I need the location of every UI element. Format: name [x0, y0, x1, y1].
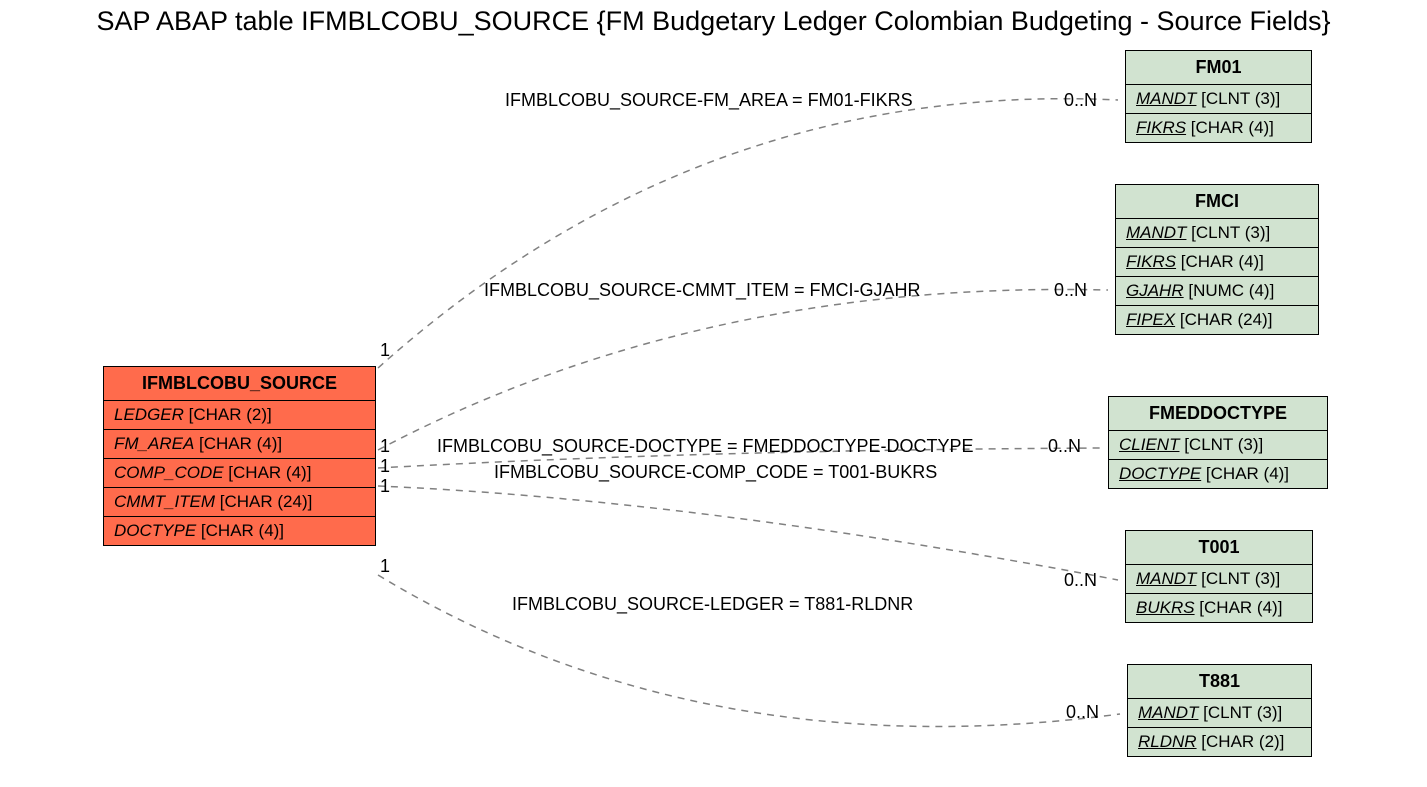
- entity-field: FIKRS [CHAR (4)]: [1126, 114, 1311, 142]
- entity-field: BUKRS [CHAR (4)]: [1126, 594, 1312, 622]
- entity-t881: T881MANDT [CLNT (3)]RLDNR [CHAR (2)]: [1127, 664, 1312, 757]
- cardinality-right: 0..N: [1064, 570, 1097, 591]
- cardinality-right: 0..N: [1054, 280, 1087, 301]
- cardinality-left: 1: [380, 476, 390, 497]
- cardinality-left: 1: [380, 340, 390, 361]
- connector-edge: [378, 289, 1108, 450]
- cardinality-left: 1: [380, 456, 390, 477]
- relation-label: IFMBLCOBU_SOURCE-LEDGER = T881-RLDNR: [512, 594, 913, 615]
- cardinality-left: 1: [380, 556, 390, 577]
- entity-header: T001: [1126, 531, 1312, 565]
- entity-field: MANDT [CLNT (3)]: [1128, 699, 1311, 728]
- entity-field: FM_AREA [CHAR (4)]: [104, 430, 375, 459]
- entity-t001: T001MANDT [CLNT (3)]BUKRS [CHAR (4)]: [1125, 530, 1313, 623]
- cardinality-left: 1: [380, 436, 390, 457]
- entity-header: FMEDDOCTYPE: [1109, 397, 1327, 431]
- connector-edge: [378, 99, 1118, 368]
- entity-header: FMCI: [1116, 185, 1318, 219]
- entity-field: FIPEX [CHAR (24)]: [1116, 306, 1318, 334]
- entity-field: GJAHR [NUMC (4)]: [1116, 277, 1318, 306]
- entity-field: MANDT [CLNT (3)]: [1126, 565, 1312, 594]
- entity-header: T881: [1128, 665, 1311, 699]
- entity-field: RLDNR [CHAR (2)]: [1128, 728, 1311, 756]
- entity-field: COMP_CODE [CHAR (4)]: [104, 459, 375, 488]
- cardinality-right: 0..N: [1064, 90, 1097, 111]
- entity-field: CLIENT [CLNT (3)]: [1109, 431, 1327, 460]
- cardinality-right: 0..N: [1048, 436, 1081, 457]
- entity-fmeddoctype: FMEDDOCTYPECLIENT [CLNT (3)]DOCTYPE [CHA…: [1108, 396, 1328, 489]
- diagram-title: SAP ABAP table IFMBLCOBU_SOURCE {FM Budg…: [0, 6, 1427, 37]
- relation-label: IFMBLCOBU_SOURCE-FM_AREA = FM01-FIKRS: [505, 90, 913, 111]
- entity-field: CMMT_ITEM [CHAR (24)]: [104, 488, 375, 517]
- entity-field: FIKRS [CHAR (4)]: [1116, 248, 1318, 277]
- entity-fmci: FMCIMANDT [CLNT (3)]FIKRS [CHAR (4)]GJAH…: [1115, 184, 1319, 335]
- relation-label: IFMBLCOBU_SOURCE-DOCTYPE = FMEDDOCTYPE-D…: [437, 436, 974, 457]
- entity-field: LEDGER [CHAR (2)]: [104, 401, 375, 430]
- entity-field: DOCTYPE [CHAR (4)]: [104, 517, 375, 545]
- entity-header: FM01: [1126, 51, 1311, 85]
- entity-field: MANDT [CLNT (3)]: [1116, 219, 1318, 248]
- entity-fm01: FM01MANDT [CLNT (3)]FIKRS [CHAR (4)]: [1125, 50, 1312, 143]
- connector-edge: [378, 486, 1118, 580]
- entity-field: DOCTYPE [CHAR (4)]: [1109, 460, 1327, 488]
- relation-label: IFMBLCOBU_SOURCE-COMP_CODE = T001-BUKRS: [494, 462, 937, 483]
- entity-header: IFMBLCOBU_SOURCE: [104, 367, 375, 401]
- entity-field: MANDT [CLNT (3)]: [1126, 85, 1311, 114]
- cardinality-right: 0..N: [1066, 702, 1099, 723]
- relation-label: IFMBLCOBU_SOURCE-CMMT_ITEM = FMCI-GJAHR: [484, 280, 921, 301]
- entity-ifmblcobu_source: IFMBLCOBU_SOURCELEDGER [CHAR (2)]FM_AREA…: [103, 366, 376, 546]
